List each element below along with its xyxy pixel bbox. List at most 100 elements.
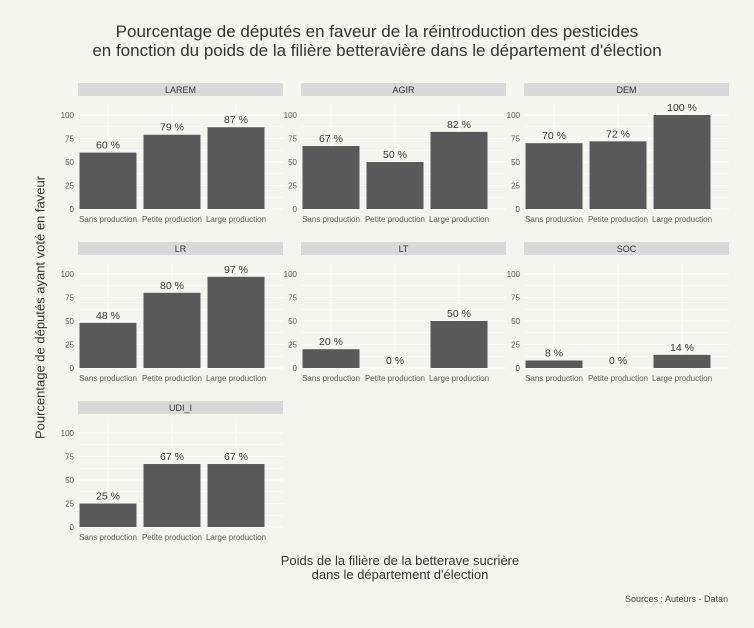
y-tick-label: 75 xyxy=(65,453,74,462)
facet-strip xyxy=(301,242,506,255)
x-tick-label: Large production xyxy=(429,374,489,383)
x-tick-label: Petite production xyxy=(142,374,202,383)
bar xyxy=(79,503,137,527)
x-tick-label: Petite production xyxy=(365,374,425,383)
y-tick-label: 0 xyxy=(70,205,75,214)
y-tick-label: 100 xyxy=(507,270,521,279)
facet-panel-dem: DEM 0 25 50 75 100 70 % Sans production 72 % Peti… xyxy=(507,83,729,224)
bar-value-label: 72 % xyxy=(606,128,630,140)
y-tick-label: 25 xyxy=(511,341,520,350)
y-tick-label: 25 xyxy=(288,182,297,191)
bar-value-label: 60 % xyxy=(96,140,120,152)
bar xyxy=(525,360,583,368)
y-tick-label: 75 xyxy=(288,294,297,303)
y-tick-label: 100 xyxy=(61,270,75,279)
bar xyxy=(207,464,265,527)
bar-value-label: 87 % xyxy=(224,114,248,126)
x-tick-label: Large production xyxy=(652,374,712,383)
y-tick-label: 25 xyxy=(288,341,297,350)
bar xyxy=(79,152,137,209)
y-tick-label: 100 xyxy=(61,111,75,120)
bar xyxy=(79,322,137,368)
y-tick-label: 75 xyxy=(65,135,74,144)
y-tick-label: 75 xyxy=(511,294,520,303)
y-tick-label: 25 xyxy=(65,500,74,509)
facet-strip-label: DEM xyxy=(617,85,637,95)
x-tick-label: Petite production xyxy=(365,215,425,224)
facet-panel-larem: LAREM 0 25 50 75 100 60 % Sans production 79 % Pe… xyxy=(61,83,283,224)
facet-strip xyxy=(78,401,283,414)
x-axis-label-line2: dans le département d'élection xyxy=(311,567,489,582)
x-tick-label: Large production xyxy=(206,374,266,383)
facet-panel-agir: AGIR 0 25 50 75 100 67 % Sans production 50 % Pet… xyxy=(284,83,506,224)
bar xyxy=(302,146,360,209)
bar xyxy=(207,127,265,209)
facet-strip xyxy=(524,242,729,255)
y-tick-label: 0 xyxy=(293,364,298,373)
facet-strip xyxy=(78,83,283,96)
y-tick-label: 75 xyxy=(511,135,520,144)
facet-strip-label: LR xyxy=(175,244,187,254)
y-tick-label: 100 xyxy=(284,111,298,120)
y-tick-label: 50 xyxy=(288,158,297,167)
bar-value-label: 25 % xyxy=(96,491,120,503)
bar-value-label: 97 % xyxy=(224,264,248,276)
y-tick-label: 0 xyxy=(516,205,521,214)
facet-strip-label: LT xyxy=(399,244,409,254)
facet-strip-label: UDI_I xyxy=(169,403,192,413)
bar-value-label: 70 % xyxy=(542,130,566,142)
x-tick-label: Petite production xyxy=(588,374,648,383)
bar-value-label: 0 % xyxy=(609,355,627,367)
bar xyxy=(366,162,424,209)
bar-value-label: 79 % xyxy=(160,122,184,134)
bar-value-label: 8 % xyxy=(545,347,563,359)
y-tick-label: 25 xyxy=(65,341,74,350)
y-tick-label: 50 xyxy=(65,476,74,485)
bar-value-label: 67 % xyxy=(319,133,343,145)
y-tick-label: 100 xyxy=(507,111,521,120)
bar-value-label: 14 % xyxy=(670,342,694,354)
facet-strip-label: LAREM xyxy=(165,85,196,95)
x-tick-label: Sans production xyxy=(302,215,360,224)
y-tick-label: 50 xyxy=(65,317,74,326)
x-tick-label: Large production xyxy=(652,215,712,224)
bar-value-label: 100 % xyxy=(667,102,697,114)
source-caption: Sources : Auteurs - Datan xyxy=(624,594,728,604)
y-tick-label: 100 xyxy=(284,270,298,279)
bar-value-label: 67 % xyxy=(224,451,248,463)
y-tick-label: 0 xyxy=(70,364,75,373)
bar xyxy=(143,292,201,368)
y-tick-label: 0 xyxy=(516,364,521,373)
y-tick-label: 75 xyxy=(65,294,74,303)
bar xyxy=(653,354,711,368)
bar xyxy=(207,276,265,368)
bar-value-label: 80 % xyxy=(160,280,184,292)
y-tick-label: 100 xyxy=(61,429,75,438)
chart-title-line2: en fonction du poids de la filière bette… xyxy=(92,41,662,60)
x-tick-label: Large production xyxy=(429,215,489,224)
x-tick-label: Sans production xyxy=(525,374,583,383)
x-tick-label: Sans production xyxy=(79,533,137,542)
y-tick-label: 25 xyxy=(65,182,74,191)
x-tick-label: Petite production xyxy=(142,533,202,542)
y-tick-label: 0 xyxy=(70,523,75,532)
bar xyxy=(589,141,647,209)
bar xyxy=(143,134,201,209)
bar xyxy=(430,131,488,209)
x-tick-label: Sans production xyxy=(79,215,137,224)
facet-strip xyxy=(78,242,283,255)
bar-value-label: 50 % xyxy=(383,149,407,161)
x-axis-label-line1: Poids de la filière de la betterave sucr… xyxy=(280,553,520,568)
bar xyxy=(430,321,488,368)
bar-value-label: 0 % xyxy=(386,355,404,367)
facet-panel-udi_i: UDI_I 0 25 50 75 100 25 % Sans production 67 % Pe… xyxy=(61,401,283,542)
facet-strip-label: AGIR xyxy=(392,85,415,95)
y-tick-label: 50 xyxy=(65,158,74,167)
x-tick-label: Large production xyxy=(206,215,266,224)
bar xyxy=(302,349,360,368)
bar-value-label: 82 % xyxy=(447,119,471,131)
x-tick-label: Sans production xyxy=(302,374,360,383)
facet-strip-label: SOC xyxy=(617,244,637,254)
